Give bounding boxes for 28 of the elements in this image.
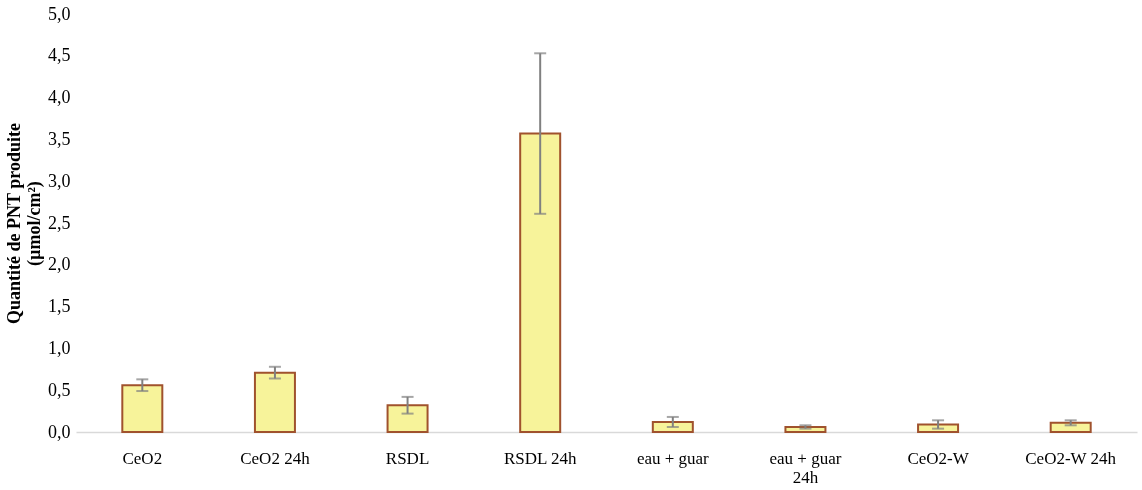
text: Quantité de PNT produite bbox=[4, 123, 24, 324]
x-tick-label: eau + guar 24h bbox=[769, 448, 842, 487]
x-tick-label: CeO2 bbox=[122, 448, 163, 468]
x-tick-label: eau + guar bbox=[636, 448, 710, 468]
y-tick-label: 1,5 bbox=[48, 296, 71, 317]
x-tick-label: CeO2-W bbox=[907, 448, 970, 468]
bar bbox=[253, 371, 296, 433]
bar bbox=[651, 420, 694, 433]
y-tick-label: 4,0 bbox=[48, 87, 71, 108]
x-tick-label: RSDL bbox=[385, 448, 430, 468]
x-tick-label: CeO2-W 24h bbox=[1025, 448, 1117, 468]
bar bbox=[1049, 421, 1092, 433]
y-tick-label: 3,5 bbox=[48, 128, 71, 149]
y-tick-label: 1,0 bbox=[48, 337, 71, 358]
y-tick-label: 0,5 bbox=[48, 379, 71, 400]
bar bbox=[917, 423, 960, 433]
bar bbox=[519, 132, 562, 433]
bar bbox=[121, 384, 164, 433]
y-tick-label: 0,0 bbox=[48, 421, 71, 442]
y-tick-label: 2,5 bbox=[48, 212, 71, 233]
bar bbox=[386, 404, 429, 433]
y-tick-label: 3,0 bbox=[48, 170, 71, 191]
y-tick-label: 2,0 bbox=[48, 254, 71, 275]
y-tick-label: 5,0 bbox=[48, 3, 71, 24]
x-tick-label: CeO2 24h bbox=[240, 448, 311, 468]
text: (µmol/cm²) bbox=[24, 181, 44, 266]
y-tick-label: 4,5 bbox=[48, 45, 71, 66]
x-tick-label: RSDL 24h bbox=[503, 448, 577, 468]
